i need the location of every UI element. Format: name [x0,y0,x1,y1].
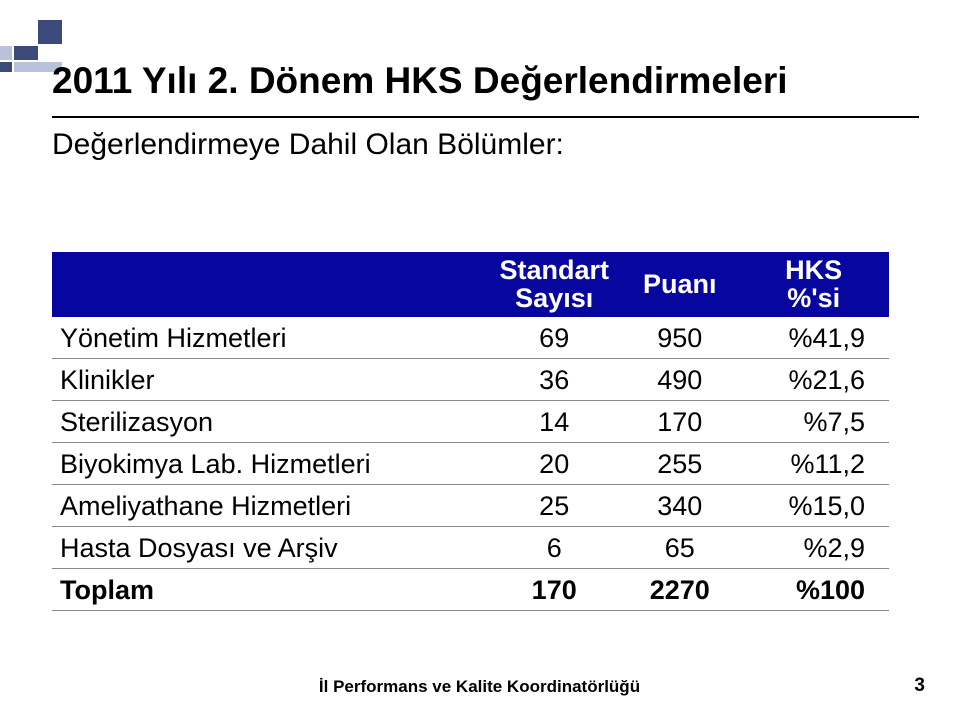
cell-puan: 255 [621,442,738,484]
col-header-label [52,252,487,317]
cell-label: Klinikler [52,358,487,400]
cell-label: Toplam [52,568,487,610]
deco-square [0,62,12,72]
slide-heading-block: 2011 Yılı 2. Dönem HKS Değerlendirmeleri… [52,60,919,162]
cell-label: Sterilizasyon [52,400,487,442]
cell-label: Biyokimya Lab. Hizmetleri [52,442,487,484]
col-header-standart: Standart Sayısı [487,252,621,317]
cell-puan: 340 [621,484,738,526]
cell-pct: %15,0 [738,484,889,526]
data-table: Standart Sayısı Puanı HKS %'si Yönetim H… [52,252,889,611]
table-row: Ameliyathane Hizmetleri25340%15,0 [52,484,889,526]
table-header: Standart Sayısı Puanı HKS %'si [52,252,889,317]
title-divider [52,116,919,118]
cell-label: Ameliyathane Hizmetleri [52,484,487,526]
page-number: 3 [914,675,925,697]
col-header-hks: HKS %'si [738,252,889,317]
table-row: Biyokimya Lab. Hizmetleri20255%11,2 [52,442,889,484]
table-row: Yönetim Hizmetleri69950%41,9 [52,317,889,359]
deco-square [0,46,12,60]
cell-standart: 14 [487,400,621,442]
col-header-puani: Puanı [621,252,738,317]
cell-puan: 950 [621,317,738,359]
cell-pct: %100 [738,568,889,610]
cell-puan: 65 [621,526,738,568]
cell-standart: 6 [487,526,621,568]
footer-text: İl Performans ve Kalite Koordinatörlüğü [319,677,640,696]
cell-pct: %21,6 [738,358,889,400]
slide-title: 2011 Yılı 2. Dönem HKS Değerlendirmeleri [52,60,919,102]
slide-footer: İl Performans ve Kalite Koordinatörlüğü [0,677,959,697]
table-row: Toplam1702270%100 [52,568,889,610]
cell-standart: 25 [487,484,621,526]
table-row: Hasta Dosyası ve Arşiv665%2,9 [52,526,889,568]
cell-standart: 69 [487,317,621,359]
slide-subtitle: Değerlendirmeye Dahil Olan Bölümler: [52,128,919,162]
cell-pct: %7,5 [738,400,889,442]
cell-label: Hasta Dosyası ve Arşiv [52,526,487,568]
cell-pct: %41,9 [738,317,889,359]
col-header-standart-bot: Sayısı [515,283,593,313]
col-header-hks-bot: %'si [787,283,840,313]
cell-puan: 2270 [621,568,738,610]
cell-puan: 170 [621,400,738,442]
deco-square [38,20,62,44]
data-table-wrap: Standart Sayısı Puanı HKS %'si Yönetim H… [52,252,889,611]
table-body: Yönetim Hizmetleri69950%41,9Klinikler364… [52,317,889,611]
cell-pct: %11,2 [738,442,889,484]
table-row: Klinikler36490%21,6 [52,358,889,400]
table-row: Sterilizasyon14170%7,5 [52,400,889,442]
cell-label: Yönetim Hizmetleri [52,317,487,359]
cell-pct: %2,9 [738,526,889,568]
cell-standart: 36 [487,358,621,400]
cell-puan: 490 [621,358,738,400]
col-header-puani-bot: Puanı [643,269,717,299]
col-header-standart-top: Standart [499,255,609,285]
cell-standart: 170 [487,568,621,610]
cell-standart: 20 [487,442,621,484]
deco-square [14,46,38,60]
col-header-hks-top: HKS [785,255,842,285]
